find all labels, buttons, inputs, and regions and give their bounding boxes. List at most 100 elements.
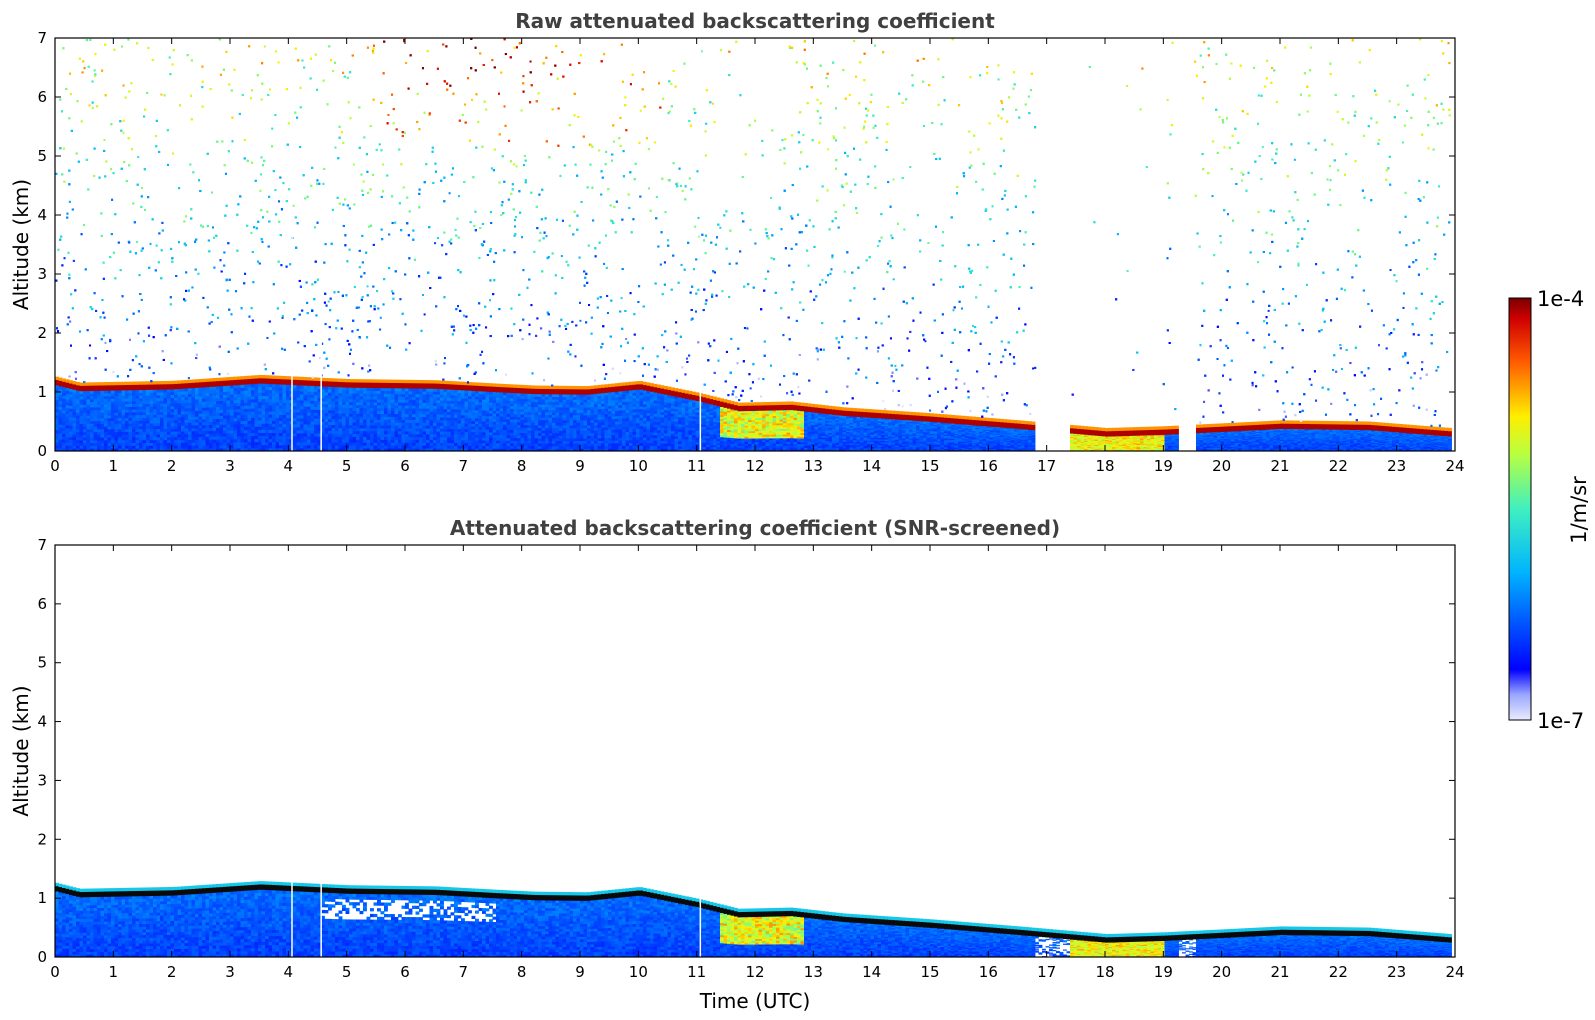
- heatmap-cell: [349, 448, 353, 451]
- layer-edge-cell: [338, 378, 343, 382]
- heatmap-cell: [776, 445, 780, 448]
- heatmap-cell: [181, 422, 185, 426]
- heatmap-cell: [545, 430, 549, 434]
- heatmap-cell: [594, 422, 598, 426]
- heatmap-cell: [58, 385, 63, 390]
- heatmap-cell: [111, 437, 115, 441]
- heatmap-cell: [153, 397, 157, 402]
- heatmap-cell: [562, 438, 567, 442]
- heatmap-cell: [191, 396, 196, 400]
- heatmap-cell: [657, 443, 661, 447]
- heatmap-cell: [181, 394, 185, 398]
- heatmap-cell: [779, 443, 784, 446]
- heatmap-cell: [328, 404, 332, 408]
- heatmap-cell: [153, 439, 157, 444]
- heatmap-cell: [338, 401, 343, 405]
- heatmap-cell: [83, 415, 87, 419]
- heatmap-cell: [639, 417, 644, 421]
- heatmap-cell: [468, 428, 472, 433]
- layer-edge-cell: [125, 381, 129, 386]
- heatmap-cell: [464, 392, 469, 397]
- heatmap-cell: [195, 393, 199, 397]
- heatmap-cell: [461, 420, 465, 424]
- heatmap-cell: [594, 406, 598, 410]
- heatmap-cell: [251, 392, 255, 397]
- heatmap-cell: [737, 432, 742, 435]
- heatmap-cell: [97, 420, 101, 424]
- heatmap-cell: [489, 426, 493, 430]
- heatmap-cell: [583, 420, 588, 424]
- heatmap-cell: [405, 422, 409, 426]
- heatmap-cell: [727, 431, 731, 434]
- heatmap-cell: [345, 401, 350, 406]
- heatmap-cell: [125, 414, 129, 419]
- heatmap-cell: [118, 414, 122, 419]
- heatmap-cell: [422, 422, 427, 426]
- heatmap-cell: [702, 404, 707, 408]
- heatmap-cell: [328, 395, 332, 399]
- heatmap-cell: [125, 423, 129, 427]
- heatmap-cell: [198, 393, 203, 397]
- heatmap-cell: [296, 426, 301, 431]
- heatmap-cell: [513, 427, 518, 431]
- heatmap-cell: [695, 432, 700, 436]
- heatmap-cell: [555, 394, 560, 398]
- heatmap-cell: [601, 392, 605, 396]
- heatmap-cell: [450, 434, 455, 438]
- heatmap-cell: [394, 425, 399, 429]
- heatmap-cell: [471, 437, 476, 441]
- heatmap-cell: [611, 399, 616, 403]
- heatmap-cell: [135, 442, 140, 446]
- heatmap-cell: [762, 425, 766, 428]
- heatmap-cell: [706, 435, 710, 439]
- heatmap-cell: [366, 387, 371, 391]
- layer-edge-cell: [713, 396, 717, 400]
- heatmap-cell: [548, 406, 553, 410]
- heatmap-cell: [702, 428, 707, 432]
- heatmap-cell: [415, 431, 420, 435]
- heatmap-cell: [251, 402, 255, 406]
- heatmap-cell: [499, 416, 504, 420]
- heatmap-cell: [387, 419, 392, 423]
- heatmap-cell: [639, 442, 644, 446]
- heatmap-cell: [237, 408, 241, 413]
- heatmap-cell: [517, 424, 521, 428]
- heatmap-cell: [328, 406, 332, 411]
- heatmap-cell: [653, 397, 658, 401]
- layer-top-cell: [170, 383, 175, 390]
- heatmap-cell: [405, 445, 409, 449]
- heatmap-cell: [429, 425, 434, 429]
- heatmap-cell: [723, 407, 728, 410]
- heatmap-cell: [611, 405, 616, 409]
- heatmap-cell: [265, 444, 269, 449]
- layer-top-cell: [314, 380, 318, 387]
- heatmap-cell: [310, 397, 315, 401]
- heatmap-cell: [779, 409, 784, 413]
- layer-edge-cell: [209, 378, 213, 382]
- heatmap-cell: [590, 414, 595, 418]
- heatmap-cell: [79, 404, 84, 408]
- heatmap-cell: [317, 433, 322, 437]
- layer-edge-cell: [517, 384, 521, 389]
- heatmap-cell: [118, 437, 122, 441]
- heatmap-cell: [471, 431, 476, 435]
- heatmap-cell: [688, 420, 693, 424]
- heatmap-cell: [762, 414, 766, 417]
- heatmap-cell: [454, 392, 458, 396]
- heatmap-cell: [580, 412, 584, 416]
- heatmap-cell: [331, 433, 336, 437]
- heatmap-cell: [681, 414, 686, 418]
- heatmap-cell: [359, 445, 364, 449]
- heatmap-cell: [107, 445, 112, 449]
- heatmap-cell: [464, 423, 469, 427]
- heatmap-cell: [688, 408, 693, 412]
- heatmap-cell: [552, 419, 556, 423]
- heatmap-cell: [443, 388, 448, 393]
- heatmap-cell: [286, 402, 290, 407]
- heatmap-cell: [391, 442, 395, 446]
- heatmap-cell: [632, 409, 637, 413]
- layer-top-cell: [601, 387, 605, 394]
- heatmap-cell: [111, 417, 115, 422]
- heatmap-cell: [552, 396, 556, 400]
- heatmap-cell: [492, 415, 497, 420]
